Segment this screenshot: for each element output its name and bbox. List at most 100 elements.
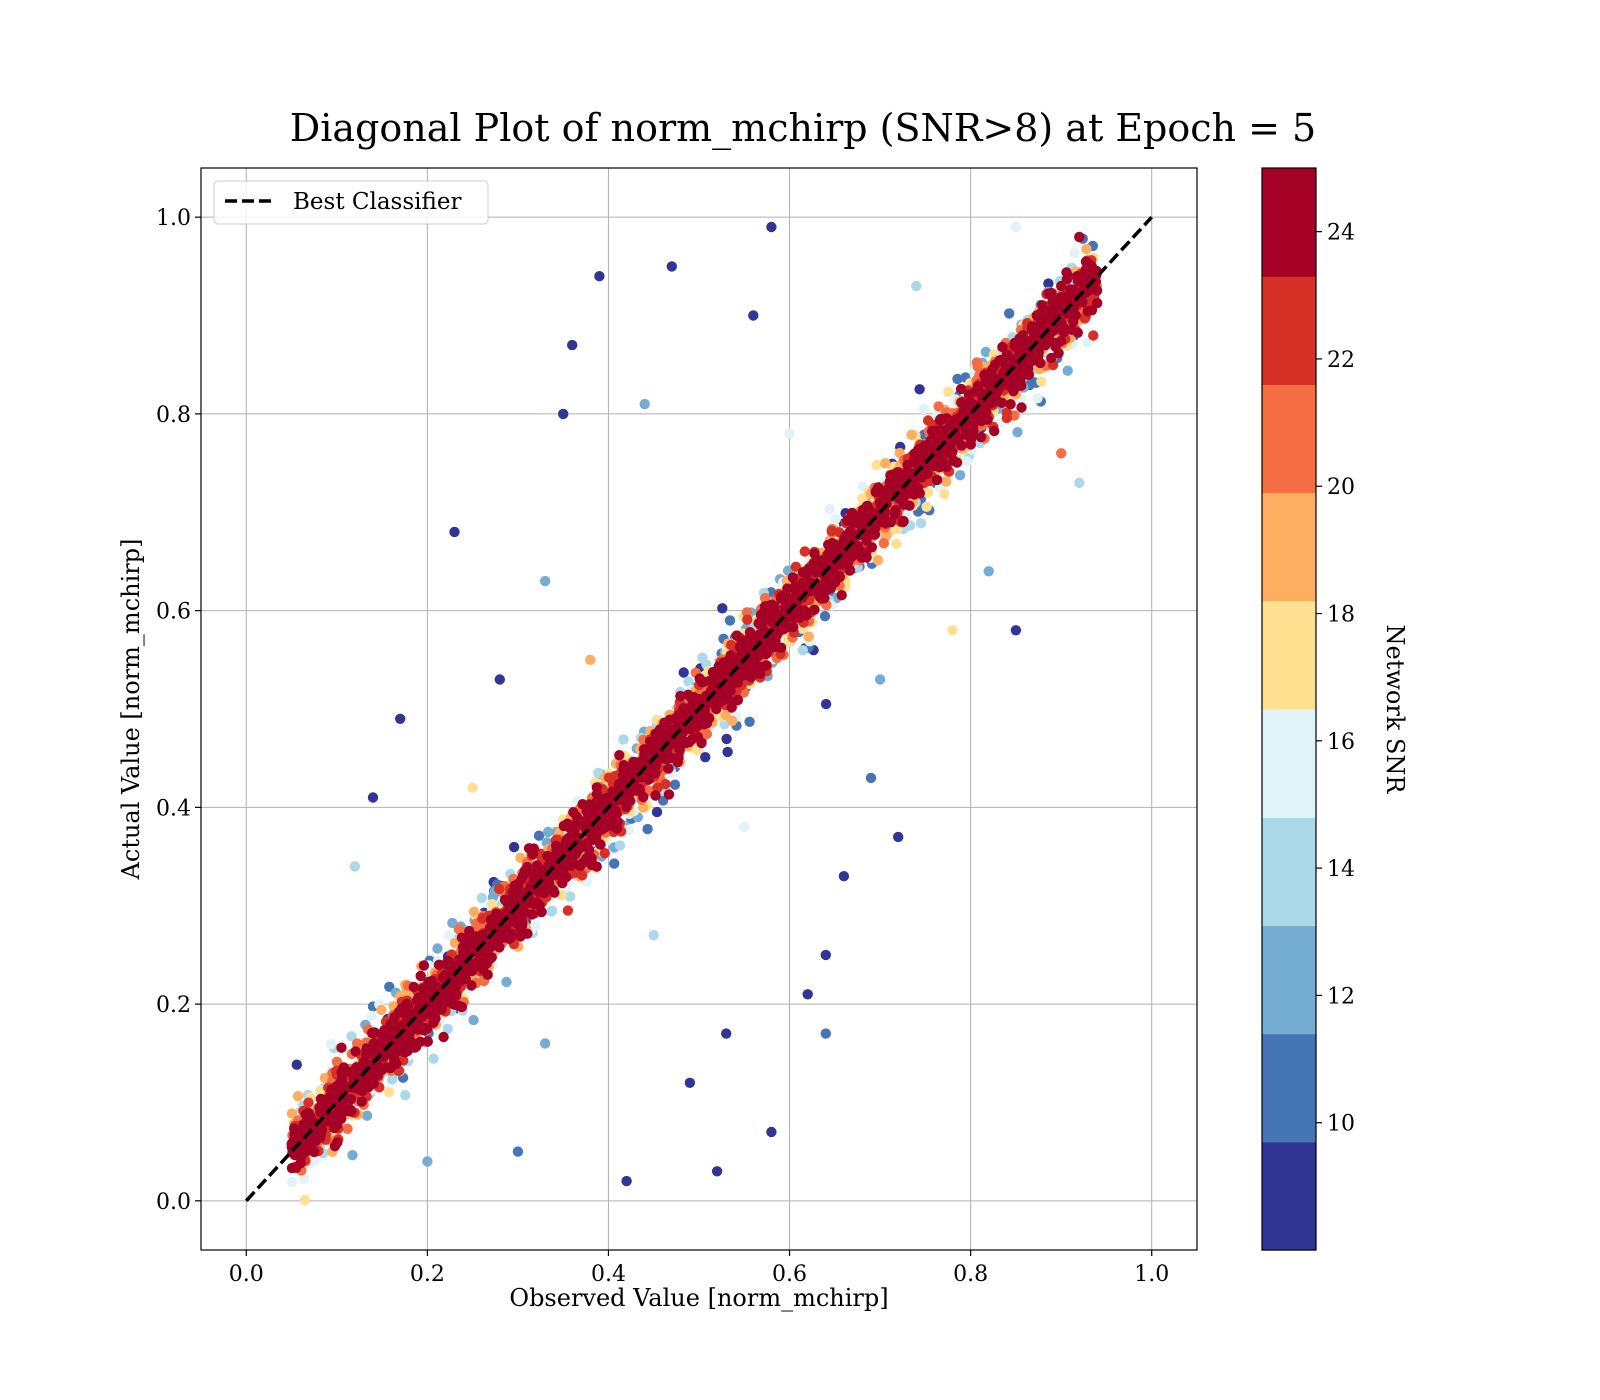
scatter-point xyxy=(408,981,419,993)
scatter-point xyxy=(697,652,708,663)
scatter-point xyxy=(872,555,884,566)
scatter-point xyxy=(291,1059,302,1070)
scatter-point xyxy=(939,488,950,500)
scatter-point xyxy=(562,905,574,916)
scatter-point xyxy=(367,792,379,803)
scatter-point xyxy=(485,941,496,953)
scatter-point xyxy=(865,772,877,784)
scatter-point xyxy=(486,899,498,910)
scatter-point xyxy=(963,389,975,400)
scatter-point xyxy=(819,611,831,622)
scatter-point xyxy=(443,930,455,941)
scatter-point xyxy=(915,518,927,529)
scatter-point xyxy=(610,770,621,782)
scatter-point xyxy=(1046,352,1057,364)
scatter-point xyxy=(346,1031,357,1042)
scatter-point xyxy=(465,941,477,953)
scatter-point xyxy=(638,802,649,813)
scatter-point xyxy=(400,1090,411,1101)
scatter-point xyxy=(825,583,836,594)
scatter-point xyxy=(820,949,831,961)
scatter-point xyxy=(494,674,505,685)
scatter-point xyxy=(599,848,610,859)
scatter-point xyxy=(453,924,465,935)
scatter-point xyxy=(790,561,801,572)
scatter-point xyxy=(542,826,554,838)
scatter-point xyxy=(509,880,520,891)
scatter-point xyxy=(922,487,933,498)
scatter-point xyxy=(387,1074,398,1085)
scatter-point xyxy=(1043,288,1055,299)
scatter-point xyxy=(530,920,541,931)
scatter-point xyxy=(613,779,625,790)
scatter-point xyxy=(660,779,671,790)
chart-title: Diagonal Plot of norm_mchirp (SNR>8) at … xyxy=(290,106,1316,151)
scatter-point xyxy=(286,1108,298,1119)
scatter-point xyxy=(565,891,576,902)
scatter-point xyxy=(651,806,663,818)
scatter-point xyxy=(1069,247,1080,258)
scatter-point xyxy=(611,823,623,834)
scatter-point xyxy=(432,943,443,954)
scatter-point xyxy=(726,702,737,713)
scatter-point xyxy=(449,989,460,1000)
scatter-point xyxy=(980,346,992,358)
scatter-point xyxy=(639,398,650,410)
scatter-point xyxy=(356,1096,367,1107)
scatter-point xyxy=(298,1173,309,1184)
scatter-point xyxy=(286,1162,298,1174)
scatter-point xyxy=(975,431,987,443)
scatter-point xyxy=(1010,221,1022,233)
scatter-point xyxy=(289,1123,300,1134)
scatter-point xyxy=(1030,328,1041,339)
scatter-point xyxy=(941,476,952,487)
scatter-point xyxy=(666,261,677,272)
scatter-point xyxy=(799,546,810,557)
scatter-point xyxy=(594,271,605,282)
scatter-point xyxy=(935,413,947,425)
scatter-point xyxy=(558,408,569,420)
scatter-point xyxy=(724,615,736,626)
scatter-point xyxy=(526,909,538,920)
scatter-point xyxy=(433,959,445,970)
scatter-point xyxy=(609,858,620,869)
scatter-point xyxy=(1062,365,1073,376)
scatter-point xyxy=(911,280,922,292)
scatter-point xyxy=(842,515,853,526)
scatter-point xyxy=(923,415,934,426)
scatter-point xyxy=(1074,477,1085,488)
scatter-point xyxy=(809,548,820,559)
scatter-point xyxy=(918,403,930,415)
scatter-point xyxy=(663,789,675,800)
scatter-point xyxy=(717,603,728,614)
scatter-point xyxy=(1092,297,1103,309)
scatter-point xyxy=(1088,330,1099,341)
scatter-point xyxy=(678,667,689,678)
scatter-point xyxy=(476,892,487,904)
scatter-point xyxy=(921,501,932,512)
scatter-point xyxy=(652,782,663,793)
scatter-point xyxy=(820,698,832,710)
scatter-point xyxy=(648,930,659,941)
scatter-point xyxy=(983,566,994,577)
scatter-point xyxy=(878,538,890,549)
scatter-point xyxy=(1061,267,1072,278)
scatter-point xyxy=(442,1023,453,1035)
scatter-point xyxy=(802,989,813,1000)
scatter-point xyxy=(292,1091,304,1102)
scatter-point xyxy=(720,709,731,721)
scatter-point xyxy=(684,1077,696,1089)
scatter-point xyxy=(787,572,799,583)
scatter-point xyxy=(744,716,755,727)
scatter-point xyxy=(711,1166,723,1177)
scatter-point xyxy=(1004,308,1015,319)
scatter-point xyxy=(1081,243,1092,255)
scatter-point xyxy=(539,575,551,587)
scatter-point xyxy=(1001,407,1012,418)
scatter-point xyxy=(468,906,480,917)
scatter-point xyxy=(880,458,891,469)
scatter-point xyxy=(766,221,777,233)
scatter-point xyxy=(347,1150,358,1161)
scatter-point xyxy=(861,534,872,546)
scatter-point xyxy=(748,310,759,321)
